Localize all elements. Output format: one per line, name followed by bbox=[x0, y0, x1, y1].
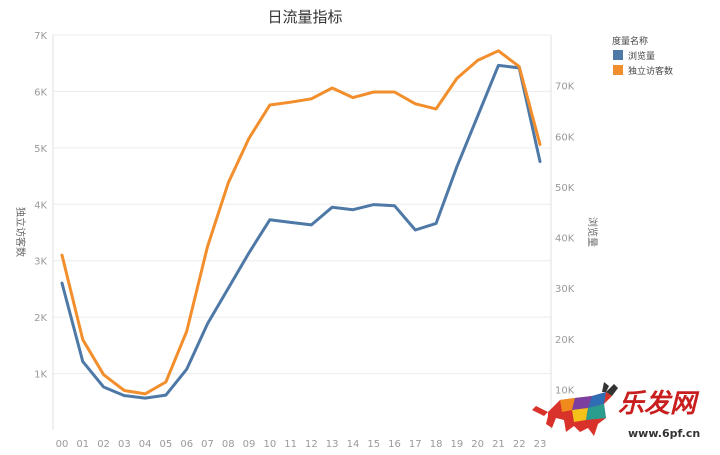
x-tick-label: 01 bbox=[76, 439, 89, 450]
x-tick-label: 00 bbox=[56, 439, 69, 450]
watermark-logo: 乐发网 www.6pf.cn bbox=[532, 382, 700, 440]
series-line-pageviews bbox=[60, 63, 542, 400]
x-tick-label: 18 bbox=[430, 439, 443, 450]
x-tick-label: 13 bbox=[326, 439, 339, 450]
x-tick-label: 09 bbox=[243, 439, 256, 450]
x-tick-label: 23 bbox=[534, 439, 547, 450]
right-tick-label: 50K bbox=[555, 183, 575, 194]
left-tick-label: 7K bbox=[34, 31, 47, 42]
legend-label-visitors: 独立访客数 bbox=[628, 65, 673, 77]
x-tick-label: 10 bbox=[263, 439, 276, 450]
left-tick-label: 6K bbox=[34, 87, 47, 98]
x-tick-label: 08 bbox=[222, 439, 235, 450]
x-tick-label: 14 bbox=[347, 439, 360, 450]
right-tick-label: 70K bbox=[555, 82, 575, 93]
bull-logo-icon bbox=[532, 382, 618, 436]
x-tick-label: 20 bbox=[471, 439, 484, 450]
x-axis-ticks: 00 01 02 03 04 05 06 07 08 09 10 11 12 13 14 15 16 17 18 19… bbox=[56, 439, 547, 450]
x-tick-label: 04 bbox=[139, 439, 152, 450]
x-tick-label: 12 bbox=[305, 439, 318, 450]
legend-swatch-pageviews bbox=[613, 50, 623, 60]
legend-title: 度量名称 bbox=[612, 35, 648, 47]
gridlines bbox=[52, 34, 552, 430]
chart-title: 日流量指标 bbox=[267, 8, 342, 26]
x-tick-label: 11 bbox=[284, 439, 297, 450]
x-tick-label: 05 bbox=[160, 439, 173, 450]
right-tick-label: 60K bbox=[555, 132, 575, 143]
x-tick-label: 15 bbox=[367, 439, 380, 450]
right-tick-label: 30K bbox=[555, 284, 575, 295]
legend-swatch-visitors bbox=[613, 65, 623, 75]
right-tick-label: 40K bbox=[555, 234, 575, 245]
x-tick-label: 19 bbox=[451, 439, 464, 450]
left-tick-label: 5K bbox=[34, 144, 47, 155]
right-axis-ticks: 10K 20K 30K 40K 50K 60K 70K bbox=[555, 82, 575, 397]
watermark-brand: 乐发网 bbox=[618, 389, 700, 419]
right-tick-label: 20K bbox=[555, 335, 575, 346]
x-tick-label: 03 bbox=[118, 439, 131, 450]
left-axis-label: 独立访客数 bbox=[14, 207, 27, 257]
x-tick-label: 22 bbox=[513, 439, 526, 450]
right-axis-label: 浏览量 bbox=[586, 217, 599, 247]
left-tick-label: 3K bbox=[34, 257, 47, 268]
x-tick-label: 21 bbox=[492, 439, 505, 450]
left-tick-label: 1K bbox=[34, 370, 47, 381]
x-tick-label: 16 bbox=[388, 439, 401, 450]
x-tick-label: 06 bbox=[180, 439, 193, 450]
left-tick-label: 2K bbox=[34, 313, 47, 324]
x-tick-label: 17 bbox=[409, 439, 422, 450]
watermark-url: www.6pf.cn bbox=[628, 427, 700, 440]
series-lines bbox=[60, 49, 542, 400]
series-line-visitors bbox=[60, 49, 542, 396]
left-axis-ticks: 1K 2K 3K 4K 5K 6K 7K bbox=[34, 31, 47, 381]
right-tick-label: 10K bbox=[555, 385, 575, 396]
legend: 度量名称 浏览量 独立访客数 bbox=[612, 35, 673, 77]
left-tick-label: 4K bbox=[34, 200, 47, 211]
x-tick-label: 07 bbox=[201, 439, 214, 450]
legend-label-pageviews: 浏览量 bbox=[628, 50, 655, 62]
x-tick-label: 02 bbox=[97, 439, 110, 450]
